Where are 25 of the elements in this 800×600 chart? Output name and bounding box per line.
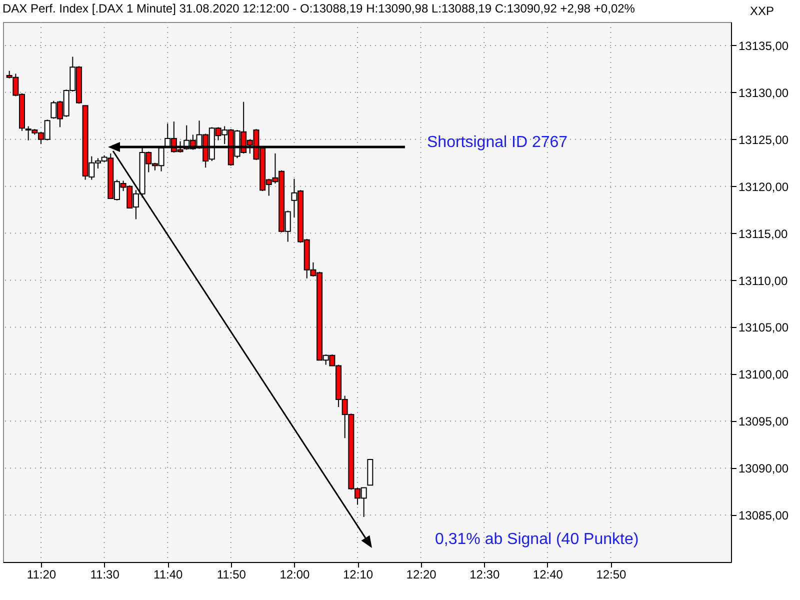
x-tick-label: 12:10 — [343, 568, 374, 582]
x-tick-label: 12:00 — [280, 568, 310, 582]
annotation: 0,31% ab Signal (40 Punkte) — [435, 531, 639, 548]
y-tick-label: 13105,00 — [738, 320, 789, 335]
x-tick-label: 11:50 — [216, 568, 246, 582]
annotation: Shortsignal ID 2767 — [427, 134, 568, 151]
x-tick-label: 11:30 — [90, 568, 120, 582]
x-tick-label: 12:20 — [406, 568, 437, 582]
chart-title: DAX Perf. Index [.DAX 1 Minute] 31.08.2020 12:12:00 - O:13088,19 H:13090,98 L:13088,19 C:13090,92 +2,98 +0,02% — [2, 2, 636, 16]
y-tick-label: 13090,00 — [738, 462, 789, 476]
y-tick-label: 13110,00 — [738, 274, 788, 288]
y-tick-label: 13100,00 — [738, 368, 789, 382]
x-tick-label: 11:40 — [154, 568, 184, 582]
y-tick-label: 13085,00 — [738, 508, 789, 523]
y-tick-label: 13130,00 — [738, 86, 789, 100]
x-tick-label: 12:40 — [532, 568, 564, 582]
x-tick-label: 11:20 — [26, 568, 56, 582]
y-tick-label: 13095,00 — [738, 414, 789, 429]
y-tick-label: 13120,00 — [738, 180, 789, 194]
y-tick-label: 13125,00 — [738, 132, 789, 147]
y-tick-label: 13135,00 — [738, 38, 789, 53]
x-tick-label: 12:30 — [470, 568, 500, 582]
x-tick-label: 12:50 — [596, 568, 627, 582]
text: XXP — [750, 4, 774, 18]
y-tick-label: 13115,00 — [738, 226, 788, 241]
